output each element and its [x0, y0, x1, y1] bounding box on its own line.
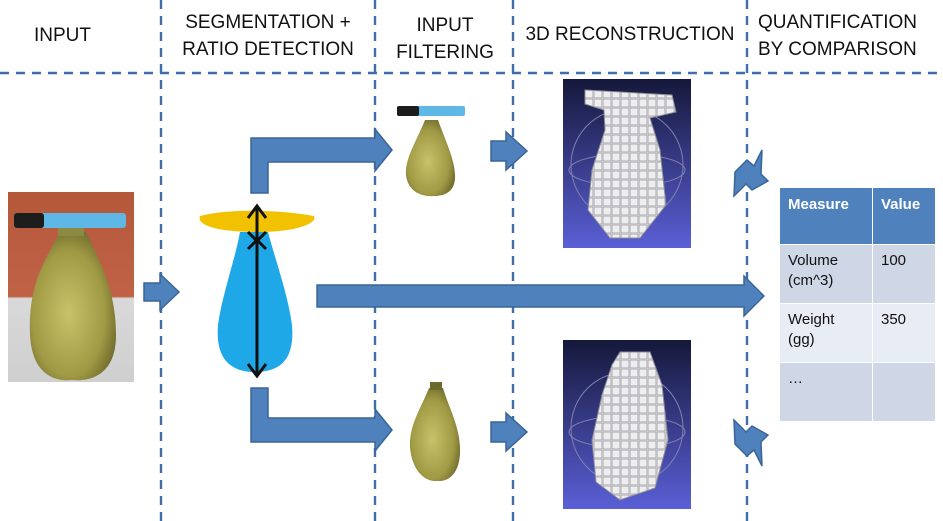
arrow-render-to-table-bottom: [733, 418, 770, 467]
arrow-ratio-to-table: [316, 274, 766, 318]
cell-value: 100: [872, 244, 936, 304]
measurement-table: Measure Value Volume (cm^3) 100 Weight (…: [779, 187, 936, 422]
cell-measure: …: [779, 362, 873, 422]
arrow-filter-to-reconstruction-bottom: [490, 411, 529, 453]
header-quantification: QUANTIFICATION BY COMPARISON: [758, 9, 917, 63]
header-segmentation: SEGMENTATION + RATIO DETECTION: [166, 9, 370, 63]
input-photo: [8, 192, 134, 382]
header-segmentation-line-1: SEGMENTATION +: [185, 12, 351, 33]
header-reconstruction: 3D RECONSTRUCTION: [517, 21, 743, 48]
header-input: INPUT: [34, 22, 91, 49]
filtered-pear: [409, 382, 461, 482]
arrow-render-to-table-top: [733, 149, 770, 198]
header-filtering-line-2: FILTERING: [396, 42, 494, 63]
cell-value: 350: [872, 303, 936, 363]
column-header-value: Value: [872, 187, 936, 245]
voxel-render-fruit: [563, 340, 691, 509]
arrow-segmentation-to-fruit: [250, 387, 393, 454]
arrow-segmentation-to-marker: [250, 126, 393, 194]
arrow-input-to-segmentation: [143, 272, 181, 312]
voxel-render-marker: [563, 79, 691, 248]
header-filtering: INPUT FILTERING: [380, 12, 510, 66]
filtered-pear-with-marker: [397, 106, 465, 197]
table-row: …: [779, 362, 936, 422]
header-quantification-line-2: BY COMPARISON: [758, 39, 917, 60]
header-quantification-line-1: QUANTIFICATION: [758, 12, 918, 33]
segmentation-mask: [199, 203, 315, 379]
header-input-line-1: INPUT: [34, 25, 91, 46]
arrow-filter-to-reconstruction-top: [490, 130, 529, 172]
header-segmentation-line-2: RATIO DETECTION: [182, 39, 354, 60]
header-reconstruction-line-1: 3D RECONSTRUCTION: [525, 24, 735, 45]
cell-value: [872, 362, 936, 422]
cell-measure: Volume (cm^3): [779, 244, 873, 304]
column-header-measure: Measure: [779, 187, 873, 245]
table-row: Weight (gg) 350: [779, 303, 936, 363]
table-header-row: Measure Value: [779, 187, 936, 245]
header-filtering-line-1: INPUT: [416, 15, 474, 36]
table-row: Volume (cm^3) 100: [779, 244, 936, 304]
cell-measure: Weight (gg): [779, 303, 873, 363]
